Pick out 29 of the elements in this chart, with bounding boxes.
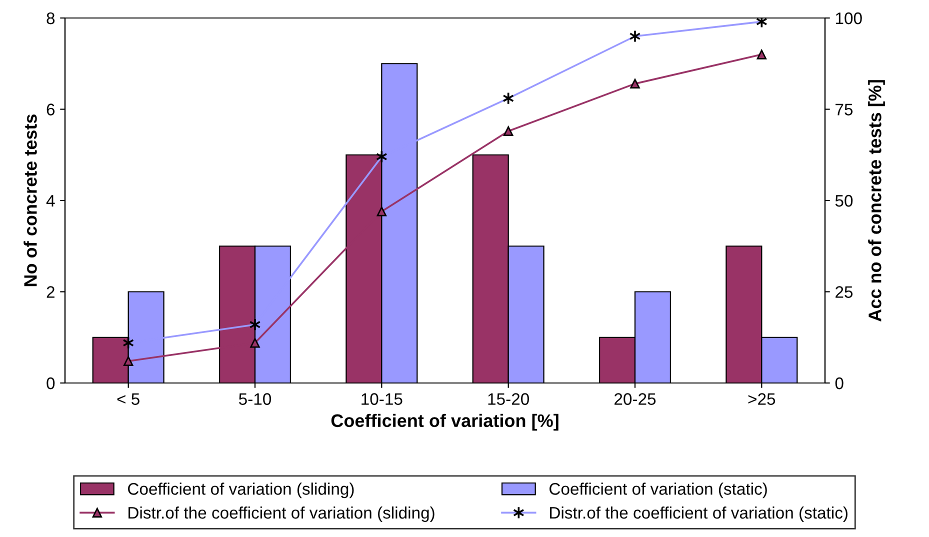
y-axis-title: No of concrete tests <box>24 114 37 286</box>
legend-label: Distr.of the coefficient of variation (sliding) <box>128 506 434 522</box>
y-tick-label: 2 <box>46 286 54 298</box>
x-axis-title: Coefficient of variation [%] <box>331 414 558 431</box>
y2-tick-label: 50 <box>835 194 853 207</box>
y2-axis-title: Acc no of concrete tests [%] <box>868 80 885 322</box>
x-tick-label: 5-10 <box>238 393 272 405</box>
legend-label: Coefficient of variation (sliding) <box>128 482 354 498</box>
y2-tick-label: 100 <box>836 12 862 24</box>
y2-tick-label: 0 <box>835 377 844 390</box>
x-tick-label: >25 <box>748 393 776 405</box>
x-tick-label: 15-20 <box>488 393 529 405</box>
y-tick-label: 8 <box>46 12 55 24</box>
x-tick-label: 10-15 <box>362 393 402 405</box>
y2-tick-label: 75 <box>836 104 853 116</box>
y-tick-label: 0 <box>46 377 55 390</box>
x-tick-label: 20-25 <box>614 393 656 405</box>
point <box>250 338 260 348</box>
y-tick-label: 6 <box>46 104 55 116</box>
point <box>756 50 767 60</box>
y-tick-label: 4 <box>46 195 55 207</box>
legend-label: Distr.of the coefficient of variation (static) <box>550 506 848 522</box>
legend-label: Coefficient of variation (static) <box>550 482 767 498</box>
y2-tick-label: 25 <box>836 286 853 298</box>
point <box>630 78 640 89</box>
point <box>503 126 514 136</box>
point <box>123 356 134 366</box>
point <box>376 206 387 216</box>
x-tick-label: < 5 <box>117 393 140 405</box>
